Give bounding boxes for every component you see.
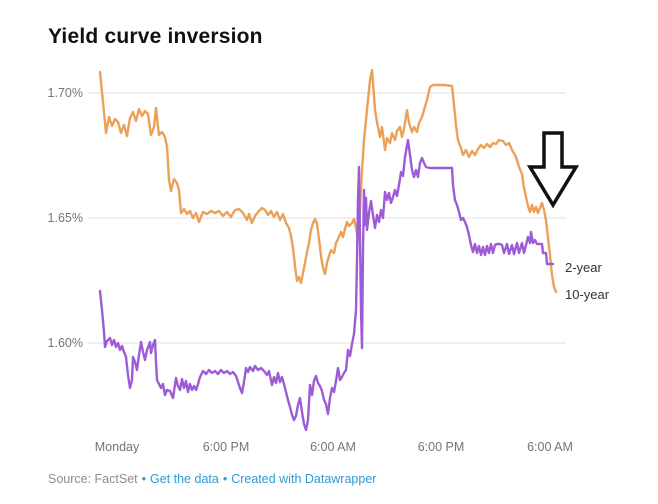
x-axis-tick-label: 6:00 AM bbox=[310, 440, 356, 454]
footer-separator: • bbox=[222, 472, 228, 486]
x-axis-tick-label: 6:00 AM bbox=[527, 440, 573, 454]
get-the-data-link[interactable]: Get the data bbox=[150, 472, 219, 486]
series-label-10-year: 10-year bbox=[565, 287, 610, 302]
x-axis-tick-label: Monday bbox=[95, 440, 140, 454]
y-axis-tick-label: 1.60% bbox=[48, 336, 83, 350]
y-axis-tick-label: 1.70% bbox=[48, 86, 83, 100]
down-arrow-annotation bbox=[526, 131, 580, 209]
series-line-2-year bbox=[98, 138, 555, 432]
source-label: Source: FactSet bbox=[48, 472, 138, 486]
chart-title: Yield curve inversion bbox=[48, 25, 263, 48]
x-axis-tick-label: 6:00 PM bbox=[418, 440, 465, 454]
series-label-2-year: 2-year bbox=[565, 260, 603, 275]
chart-footer: Source: FactSet • Get the data • Created wit… bbox=[48, 472, 376, 486]
created-with-datawrapper-link[interactable]: Created with Datawrapper bbox=[231, 472, 377, 486]
y-axis-tick-label: 1.65% bbox=[48, 211, 83, 225]
series-line-10-year bbox=[98, 68, 558, 294]
x-axis-tick-label: 6:00 PM bbox=[203, 440, 250, 454]
footer-separator: • bbox=[141, 472, 147, 486]
